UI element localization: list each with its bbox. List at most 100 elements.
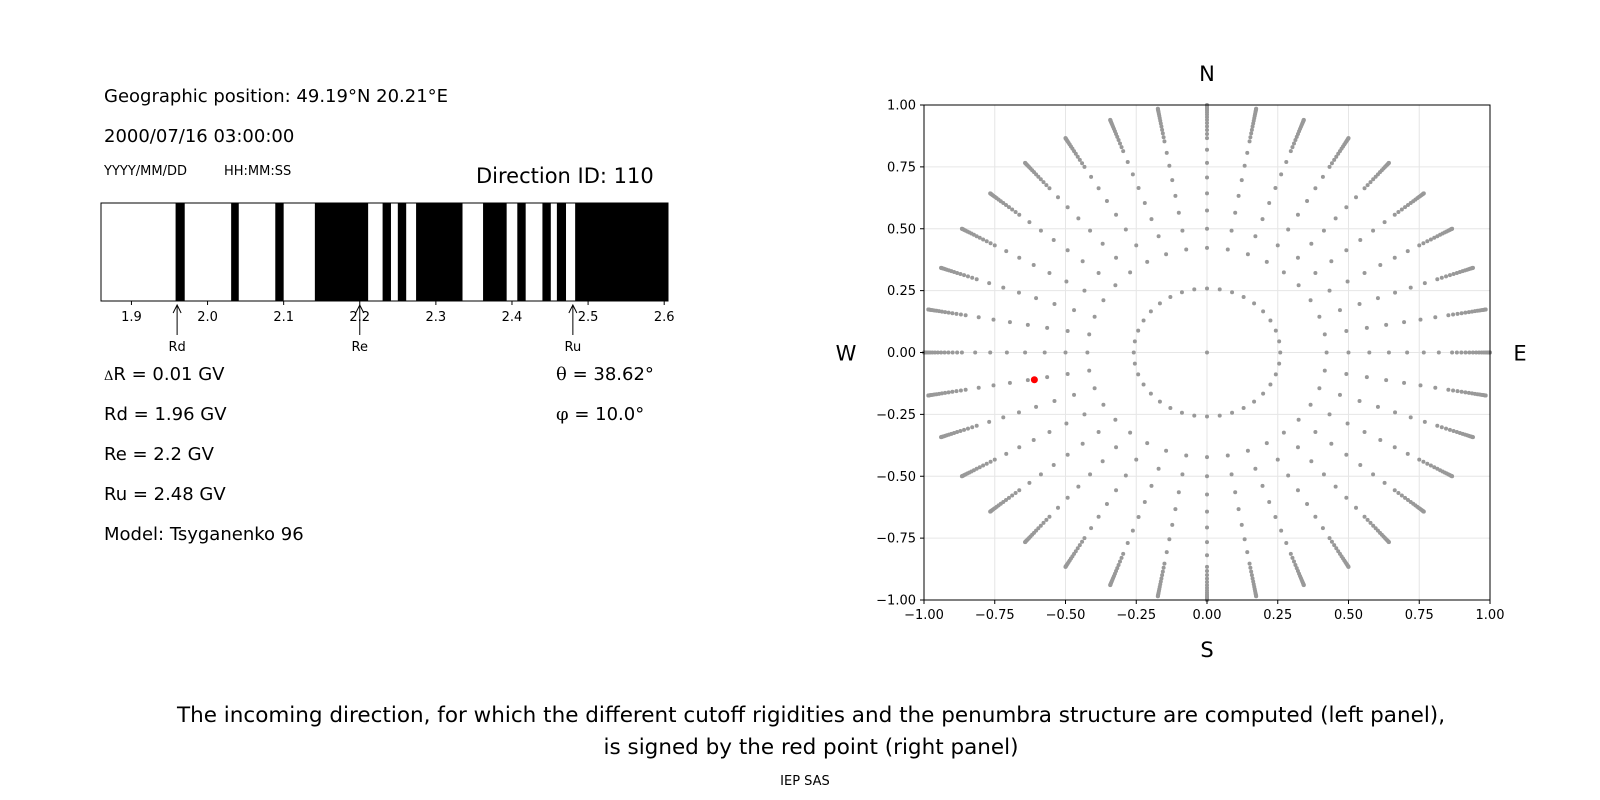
grid-point: [1125, 541, 1130, 546]
grid-point: [1131, 350, 1136, 355]
grid-point: [1470, 435, 1475, 440]
grid-point: [1245, 150, 1250, 155]
grid-point: [1173, 193, 1178, 198]
grid-point: [959, 474, 964, 479]
grid-point: [1162, 139, 1167, 144]
grid-point: [1236, 193, 1241, 198]
grid-point: [1236, 507, 1241, 512]
grid-point: [1113, 417, 1118, 422]
grid-point: [970, 425, 975, 430]
grid-point: [1080, 259, 1085, 264]
grid-point: [981, 463, 986, 468]
grid-point: [1044, 517, 1049, 522]
grid-point: [1450, 474, 1455, 479]
grid-point: [955, 270, 960, 275]
grid-point: [988, 350, 993, 355]
grid-point: [1023, 160, 1028, 165]
grid-point: [1205, 245, 1209, 250]
grid-point: [1432, 235, 1437, 240]
grid-point: [1344, 371, 1349, 376]
grid-point: [1324, 350, 1329, 355]
grid-point: [1268, 382, 1273, 387]
grid-point: [1375, 296, 1380, 301]
grid-point: [1384, 322, 1389, 327]
ru-value: Ru = 2.48 GV: [104, 484, 226, 505]
grid-point: [1170, 522, 1175, 527]
grid-point: [1295, 488, 1300, 493]
grid-point: [973, 350, 978, 355]
grid-point: [1159, 576, 1164, 581]
grid-point: [1162, 561, 1167, 566]
grid-point: [1321, 472, 1326, 477]
grid-point: [1052, 399, 1057, 404]
grid-point: [1004, 350, 1009, 355]
forbidden-band: [517, 203, 526, 301]
grid-point: [1007, 320, 1012, 325]
grid-point: [1167, 537, 1172, 542]
grid-point: [1089, 174, 1094, 179]
grid-point: [1273, 372, 1278, 377]
grid-point: [1092, 314, 1097, 319]
grid-point: [1051, 238, 1056, 243]
grid-point: [1205, 509, 1209, 514]
grid-point: [946, 310, 951, 315]
grid-point: [1284, 541, 1289, 546]
grid-point: [1116, 562, 1121, 567]
grid-point: [1160, 131, 1165, 136]
grid-point: [1157, 301, 1162, 306]
grid-point: [1467, 350, 1472, 355]
grid-point: [1205, 525, 1209, 530]
grid-point: [1072, 392, 1077, 397]
grid-point: [1421, 191, 1426, 196]
grid-point: [1142, 499, 1147, 504]
grid-point: [1367, 350, 1372, 355]
delta-r-value: ΔR = 0.01 GV: [104, 364, 224, 385]
grid-point: [1357, 301, 1362, 306]
grid-point: [1065, 452, 1070, 457]
x-tick-label: 2.1: [273, 310, 294, 325]
grid-point: [1229, 228, 1234, 233]
grid-point: [1179, 290, 1184, 295]
grid-point: [1446, 313, 1451, 318]
direction-id: Direction ID: 110: [476, 164, 654, 188]
grid-point: [1459, 389, 1464, 394]
grid-point: [1038, 228, 1043, 233]
grid-point: [1358, 462, 1363, 467]
forbidden-band: [542, 203, 551, 301]
grid-point: [1254, 594, 1259, 599]
grid-point: [1405, 451, 1410, 456]
grid-point: [1088, 472, 1093, 477]
theta-text: = 38.62°: [566, 364, 654, 385]
grid-point: [1205, 124, 1209, 129]
grid-point: [1148, 391, 1153, 396]
grid-point: [1119, 555, 1124, 560]
grid-point: [1279, 172, 1284, 177]
grid-point: [1001, 285, 1006, 290]
grid-point: [1362, 186, 1367, 191]
grid-point: [1023, 540, 1028, 545]
grid-point: [1047, 270, 1052, 275]
grid-point: [1080, 161, 1085, 166]
grid-point: [1249, 127, 1254, 132]
grid-point: [954, 389, 959, 394]
x-tick-label: 2.0: [197, 310, 218, 325]
x-tick-label: 2.4: [502, 310, 523, 325]
grid-point: [1309, 241, 1314, 246]
grid-point: [1063, 136, 1068, 141]
grid-point: [1327, 164, 1332, 169]
grid-point: [1077, 157, 1082, 162]
grid-point: [1329, 259, 1334, 264]
grid-point: [958, 388, 963, 393]
grid-point: [1155, 594, 1160, 599]
grid-point: [1290, 145, 1295, 150]
grid-point: [1275, 243, 1280, 248]
grid-point: [1249, 569, 1254, 574]
grid-point: [1123, 227, 1128, 232]
grid-point: [1055, 195, 1060, 200]
grid-point: [1447, 427, 1452, 432]
grid-point: [1013, 210, 1018, 215]
grid-point: [1405, 350, 1410, 355]
grid-point: [1136, 514, 1141, 519]
grid-point: [1459, 350, 1464, 355]
grid-point: [1205, 579, 1209, 584]
